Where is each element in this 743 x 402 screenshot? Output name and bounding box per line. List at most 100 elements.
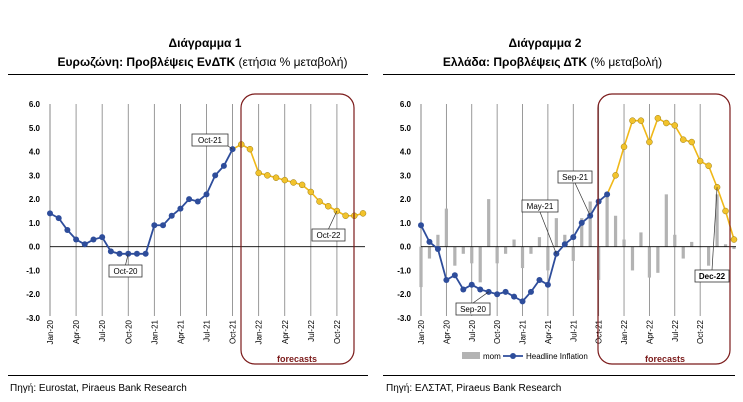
chart1-annotation-leader	[125, 253, 129, 266]
chart1-xtick-label: Apr-20	[72, 319, 81, 344]
chart1-forecast-point	[324, 202, 332, 210]
chart2-ytick-label: 1.0	[400, 219, 412, 228]
chart1-annotation-box	[311, 228, 346, 242]
chart1-actual-point	[220, 162, 227, 169]
chart2-annotation-label: Sep-21	[562, 173, 588, 182]
chart1-ytick-label: 1.0	[29, 219, 41, 228]
chart2-actual-point	[477, 286, 484, 293]
chart1-xtick-label: Jan-20	[46, 319, 55, 344]
chart1-forecast-point	[281, 176, 288, 184]
chart1-forecast-point	[316, 198, 323, 205]
chart1-actual-point	[203, 191, 210, 198]
chart2-forecast-box	[597, 93, 731, 365]
chart2-mom-bar	[453, 246, 457, 266]
chart1-ytick-label: 4.0	[29, 148, 41, 157]
chart2-forecast-point	[612, 172, 619, 179]
chart2-actual-point	[561, 241, 568, 248]
chart2-xtick-label: Jan-22	[620, 319, 629, 344]
chart2-forecast-point	[646, 138, 653, 146]
chart1-actual-line	[49, 148, 234, 255]
chart2-xtick-label: Jul-21	[569, 319, 578, 341]
chart2-mom-bar	[487, 199, 491, 247]
chart1-forecast-point	[307, 188, 315, 196]
chart2-forecast-point	[705, 162, 712, 170]
chart1-annotation-label: Oct-21	[198, 136, 223, 145]
chart2-mom-bar	[622, 239, 626, 247]
chart2-subtitle: Ελλάδα: Προβλέψεις ΔΤΚ (% μεταβολή)	[380, 55, 725, 69]
chart1-forecast-point	[298, 181, 306, 189]
chart1-ytick-label: 3.0	[29, 171, 41, 180]
chart2-footer-rule	[383, 375, 735, 376]
chart1-forecast-line	[232, 143, 364, 217]
chart1-footer-rule	[8, 375, 368, 376]
chart2-mom-bar	[580, 218, 584, 247]
chart2-mom-bar	[715, 194, 719, 247]
chart2-ytick-label: -3.0	[397, 314, 411, 323]
chart1-xtick-label: Jan-21	[150, 319, 159, 344]
chart1-xtick-label: Apr-21	[176, 319, 185, 344]
chart2-actual-point	[451, 272, 458, 279]
chart2-actual-point	[536, 276, 543, 283]
chart1-annotation-label: Oct-22	[316, 231, 341, 240]
chart2-mom-bar	[664, 194, 668, 247]
chart2-mom-bar	[537, 237, 542, 247]
chart2-mom-bar	[554, 218, 558, 247]
chart1-actual-point	[55, 215, 62, 222]
chart2-annotation-box	[455, 302, 491, 316]
chart2-actual-point	[468, 281, 475, 288]
chart2-xtick-label: Apr-22	[645, 319, 654, 344]
chart1-header-rule	[8, 74, 368, 75]
chart2-annotation-label: May-21	[527, 202, 554, 211]
chart1-forecast-point	[359, 210, 367, 217]
chart2-xtick-label: Oct-21	[595, 319, 604, 344]
chart2-actual-point	[595, 198, 602, 205]
chart2-annotation-label: Dec-22	[699, 272, 726, 281]
chart2-forecast-point	[629, 117, 636, 124]
chart1-subtitle: Ευρωζώνη: Προβλέψεις ΕνΔΤΚ (ετήσια % μετ…	[30, 55, 375, 69]
chart2-forecast-label: forecasts	[645, 354, 685, 364]
chart2-ytick-label: 5.0	[400, 124, 412, 133]
chart2-mom-bar	[647, 246, 652, 278]
chart2-header-rule	[383, 74, 735, 75]
chart1-subtitle-bold: Ευρωζώνη: Προβλέψεις ΕνΔΤΚ	[57, 55, 236, 69]
chart2-ytick-label: -2.0	[397, 290, 411, 299]
chart1-actual-point	[116, 250, 123, 257]
chart2-mom-bar	[681, 246, 685, 259]
chart2-actual-point	[511, 293, 518, 300]
chart2-ytick-label: 4.0	[400, 148, 412, 157]
chart1-source: Πηγή: Eurostat, Piraeus Bank Research	[10, 383, 187, 394]
chart2-annotation-label: Sep-20	[460, 305, 486, 314]
chart2-actual-point	[418, 222, 424, 229]
chart2-forecast-point	[671, 122, 679, 129]
chart2-xtick-label: Jan-20	[417, 319, 426, 344]
chart1-ytick-label: 2.0	[29, 195, 41, 204]
chart1-xtick-label: Oct-21	[229, 319, 238, 344]
chart2-actual-point	[570, 234, 577, 241]
chart1-forecast-point	[255, 169, 262, 177]
chart2-xtick-label: Jul-22	[671, 319, 680, 341]
chart2-mom-bar	[588, 201, 592, 247]
chart2-actual-point	[443, 276, 450, 283]
chart1-annotation-leader	[328, 210, 338, 230]
chart2-mom-bar	[732, 246, 736, 250]
chart2-mom-bar	[470, 246, 474, 264]
chart2-annotation-leader	[472, 291, 489, 304]
chart1-xtick-label: Oct-20	[124, 319, 133, 344]
chart1-actual-point	[107, 248, 114, 255]
chart2-mom-bar	[478, 246, 482, 283]
chart1-forecast-label: forecasts	[277, 354, 317, 364]
chart2-annotation-box	[521, 199, 559, 213]
chart1-actual-point	[177, 205, 184, 212]
chart1-ytick-label: 0.0	[29, 243, 41, 252]
chart2-ytick-label: 2.0	[400, 195, 412, 204]
chart2-forecast-point	[679, 136, 687, 143]
chart2-actual-point	[426, 238, 433, 245]
chart2-mom-bar	[529, 246, 533, 254]
chart2-mom-bar	[723, 244, 728, 247]
chart2-mom-bar	[563, 234, 567, 247]
chart2-mom-bar	[571, 246, 575, 261]
chart2-mom-bar	[444, 208, 448, 247]
chart1-annotation-leader	[227, 145, 233, 150]
chart1-xtick-label: Jan-22	[255, 319, 264, 344]
